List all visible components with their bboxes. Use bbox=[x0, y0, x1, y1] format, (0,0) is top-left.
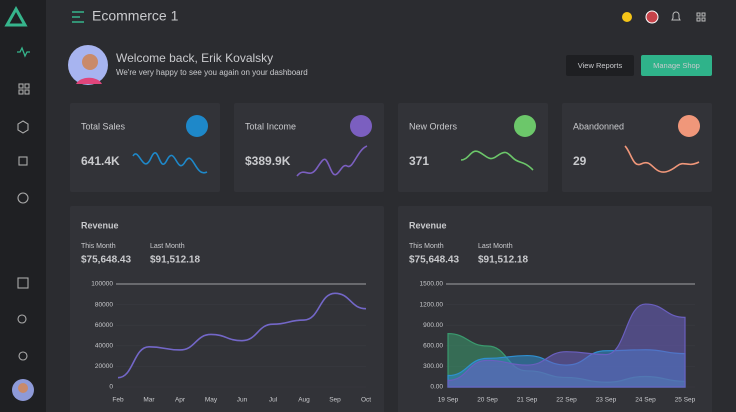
nav-icon[interactable] bbox=[18, 351, 28, 361]
x-tick-label: Apr bbox=[175, 397, 186, 404]
logo[interactable] bbox=[4, 5, 28, 27]
card-title: Revenue bbox=[409, 220, 447, 230]
y-tick-label: 0.00 bbox=[430, 384, 443, 391]
y-tick-label: 600.00 bbox=[423, 343, 443, 350]
button-label[interactable]: View Reports bbox=[578, 61, 623, 70]
area-series bbox=[447, 303, 686, 388]
x-tick-label: 19 Sep bbox=[438, 397, 459, 404]
x-tick-label: 21 Sep bbox=[517, 397, 538, 404]
y-tick-label: 60000 bbox=[95, 322, 113, 329]
stat-value: 29 bbox=[573, 154, 587, 168]
sparkline bbox=[460, 150, 534, 171]
x-tick-label: Jun bbox=[237, 397, 248, 404]
y-tick-label: 1500.00 bbox=[420, 281, 444, 288]
y-tick-label: 1200.00 bbox=[420, 301, 444, 308]
sparkline bbox=[296, 145, 368, 177]
x-tick-label: May bbox=[205, 397, 218, 404]
avatar-face bbox=[82, 54, 98, 70]
y-tick-label: 80000 bbox=[95, 301, 113, 308]
x-tick-label: Mar bbox=[143, 397, 155, 404]
x-tick-label: 23 Sep bbox=[596, 397, 617, 404]
stat-card bbox=[562, 103, 712, 192]
stat-value: 371 bbox=[409, 154, 429, 168]
summary-value: $75,648.43 bbox=[81, 255, 131, 266]
y-tick-label: 0 bbox=[109, 384, 113, 391]
manage-shop-button[interactable] bbox=[641, 55, 712, 76]
nav-icon[interactable] bbox=[18, 89, 24, 95]
summary-value: $91,512.18 bbox=[150, 255, 200, 266]
stat-card bbox=[398, 103, 548, 192]
summary-value: $75,648.43 bbox=[409, 255, 459, 266]
stat-label: Total Sales bbox=[81, 121, 126, 131]
summary-label: Last Month bbox=[150, 243, 185, 250]
y-tick-label: 20000 bbox=[95, 363, 113, 370]
x-tick-label: 22 Sep bbox=[556, 397, 577, 404]
stat-label: New Orders bbox=[409, 121, 458, 131]
nav-icon[interactable] bbox=[17, 192, 29, 204]
stat-icon bbox=[186, 115, 208, 137]
x-tick-label: Jul bbox=[269, 397, 278, 404]
notifications[interactable] bbox=[671, 11, 681, 21]
x-tick-label: Sep bbox=[329, 397, 341, 404]
stat-value: $389.9K bbox=[245, 154, 291, 168]
y-tick-label: 900.00 bbox=[423, 322, 443, 329]
x-tick-label: 20 Sep bbox=[477, 397, 498, 404]
stat-label: Abandonned bbox=[573, 121, 624, 131]
page-title: Ecommerce 1 bbox=[92, 8, 179, 24]
y-tick-label: 100000 bbox=[91, 281, 113, 288]
nav-icon[interactable] bbox=[17, 120, 29, 134]
stat-card bbox=[234, 103, 384, 192]
sparkline bbox=[624, 145, 700, 173]
welcome-title: Welcome back, Erik Kovalsky bbox=[116, 51, 273, 65]
x-tick-label: Feb bbox=[112, 397, 124, 404]
summary-label: Last Month bbox=[478, 243, 513, 250]
x-tick-label: Oct bbox=[361, 397, 371, 404]
nav-icon[interactable] bbox=[17, 46, 30, 58]
stat-label: Total Income bbox=[245, 121, 296, 131]
avatar-face bbox=[18, 383, 28, 393]
x-tick-label: 25 Sep bbox=[675, 397, 696, 404]
stat-icon bbox=[678, 115, 700, 137]
avatar-shirt bbox=[76, 77, 102, 84]
x-tick-label: 24 Sep bbox=[635, 397, 656, 404]
nav-icon[interactable] bbox=[24, 89, 30, 95]
nav-icon[interactable] bbox=[17, 314, 27, 324]
nav-icon[interactable] bbox=[18, 156, 28, 166]
revenue-card bbox=[70, 206, 384, 412]
nav-icon[interactable] bbox=[24, 83, 30, 89]
stat-icon bbox=[350, 115, 372, 137]
button-label[interactable]: Manage Shop bbox=[653, 61, 700, 70]
stat-icon bbox=[514, 115, 536, 137]
x-tick-label: Aug bbox=[298, 397, 310, 404]
theme-toggle[interactable] bbox=[622, 12, 632, 22]
summary-label: This Month bbox=[81, 243, 116, 250]
summary-label: This Month bbox=[409, 243, 444, 250]
y-tick-label: 300.00 bbox=[423, 363, 443, 370]
sparkline bbox=[132, 152, 208, 174]
stat-value: 641.4K bbox=[81, 154, 120, 168]
nav-icon[interactable] bbox=[17, 277, 29, 289]
y-tick-label: 40000 bbox=[95, 343, 113, 350]
welcome-subtitle: We're very happy to see you again on you… bbox=[116, 68, 308, 77]
stat-card bbox=[70, 103, 220, 192]
card-title: Revenue bbox=[81, 220, 119, 230]
line-series bbox=[117, 292, 367, 379]
view-reports-button[interactable] bbox=[566, 55, 634, 76]
summary-value: $91,512.18 bbox=[478, 255, 528, 266]
menu-toggle[interactable] bbox=[72, 11, 84, 23]
language-flag[interactable] bbox=[645, 10, 659, 24]
sidebar bbox=[0, 0, 46, 412]
apps-menu[interactable] bbox=[696, 12, 706, 22]
nav-icon[interactable] bbox=[18, 83, 24, 89]
